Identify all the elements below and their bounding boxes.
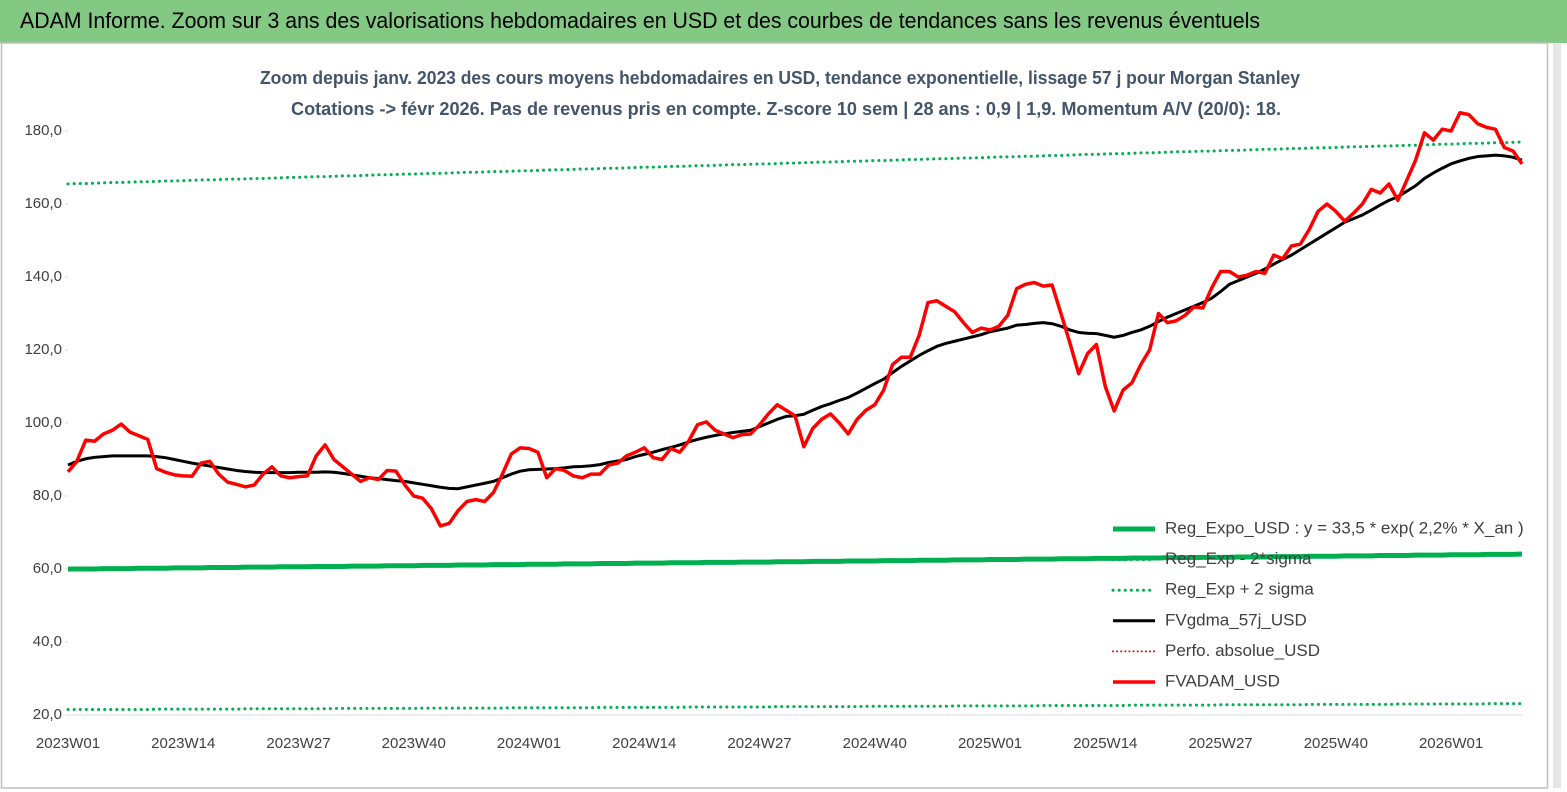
data-line [68,551,1523,572]
y-tick-label: 40,0 [33,633,62,650]
legend-label: Reg_Exp - 2*sigma [1165,549,1312,568]
x-tick-label: 2024W40 [843,735,907,752]
x-tick-label: 2023W01 [36,735,100,752]
data-line [66,140,1524,186]
x-tick-label: 2025W27 [1188,735,1252,752]
y-tick-label: 20,0 [33,706,62,723]
x-tick-label: 2026W01 [1419,735,1483,752]
x-tick-label: 2023W14 [151,735,215,752]
y-tick-label: 180,0 [24,122,62,139]
x-tick-label: 2025W14 [1073,735,1137,752]
y-tick-label: 80,0 [33,487,62,504]
legend-label: Perfo. absolue_USD [1165,641,1320,660]
x-tick-label: 2025W40 [1304,735,1368,752]
data-line [66,111,1524,528]
x-tick-label: 2023W27 [266,735,330,752]
legend-label: Reg_Exp + 2 sigma [1165,580,1314,599]
y-tick-label: 160,0 [24,195,62,212]
chart-title: ADAM Informe. Zoom sur 3 ans des valoris… [20,8,1260,33]
x-tick-label: 2024W14 [612,735,676,752]
y-tick-label: 120,0 [24,341,62,358]
data-line [66,702,1524,712]
chart-frame [0,42,1549,789]
header-bar [0,0,1567,43]
x-tick-label: 2024W27 [727,735,791,752]
legend-label: FVADAM_USD [1165,671,1280,690]
side-bar [1553,43,1561,788]
legend-label: Reg_Expo_USD : y = 33,5 * exp( 2,2% * X_… [1165,518,1524,537]
x-tick-label: 2024W01 [497,735,561,752]
chart-subtitle: Cotations -> févr 2026. Pas de revenus p… [291,99,1281,119]
y-tick-label: 100,0 [24,414,62,431]
y-tick-label: 140,0 [24,268,62,285]
legend-label: FVgdma_57j_USD [1165,610,1307,629]
y-tick-label: 60,0 [33,560,62,577]
x-tick-label: 2023W40 [382,735,446,752]
x-tick-label: 2025W01 [958,735,1022,752]
chart-subtitle: Zoom depuis janv. 2023 des cours moyens … [260,68,1300,88]
